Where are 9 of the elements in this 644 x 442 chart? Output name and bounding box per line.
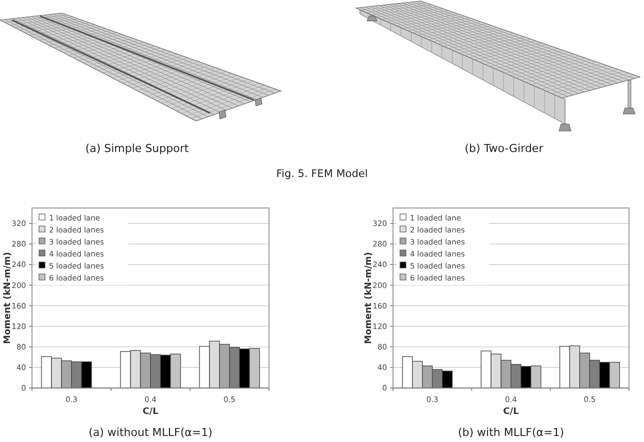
- text: (a) Simple Support: [85, 142, 190, 155]
- text: Fig. 5. FEM Model: [276, 168, 368, 180]
- text: (b) with MLLF(α=1): [458, 426, 564, 439]
- y-axis-title: Moment (kN-m/m): [3, 252, 13, 344]
- x-axis-title: C/L: [142, 407, 159, 417]
- y-axis-title: Moment (kN-m/m): [364, 252, 374, 344]
- text: (b) Two-Girder: [464, 142, 544, 155]
- text: (a) without MLLF(α=1): [88, 426, 212, 439]
- x-axis-title: C/L: [503, 407, 520, 417]
